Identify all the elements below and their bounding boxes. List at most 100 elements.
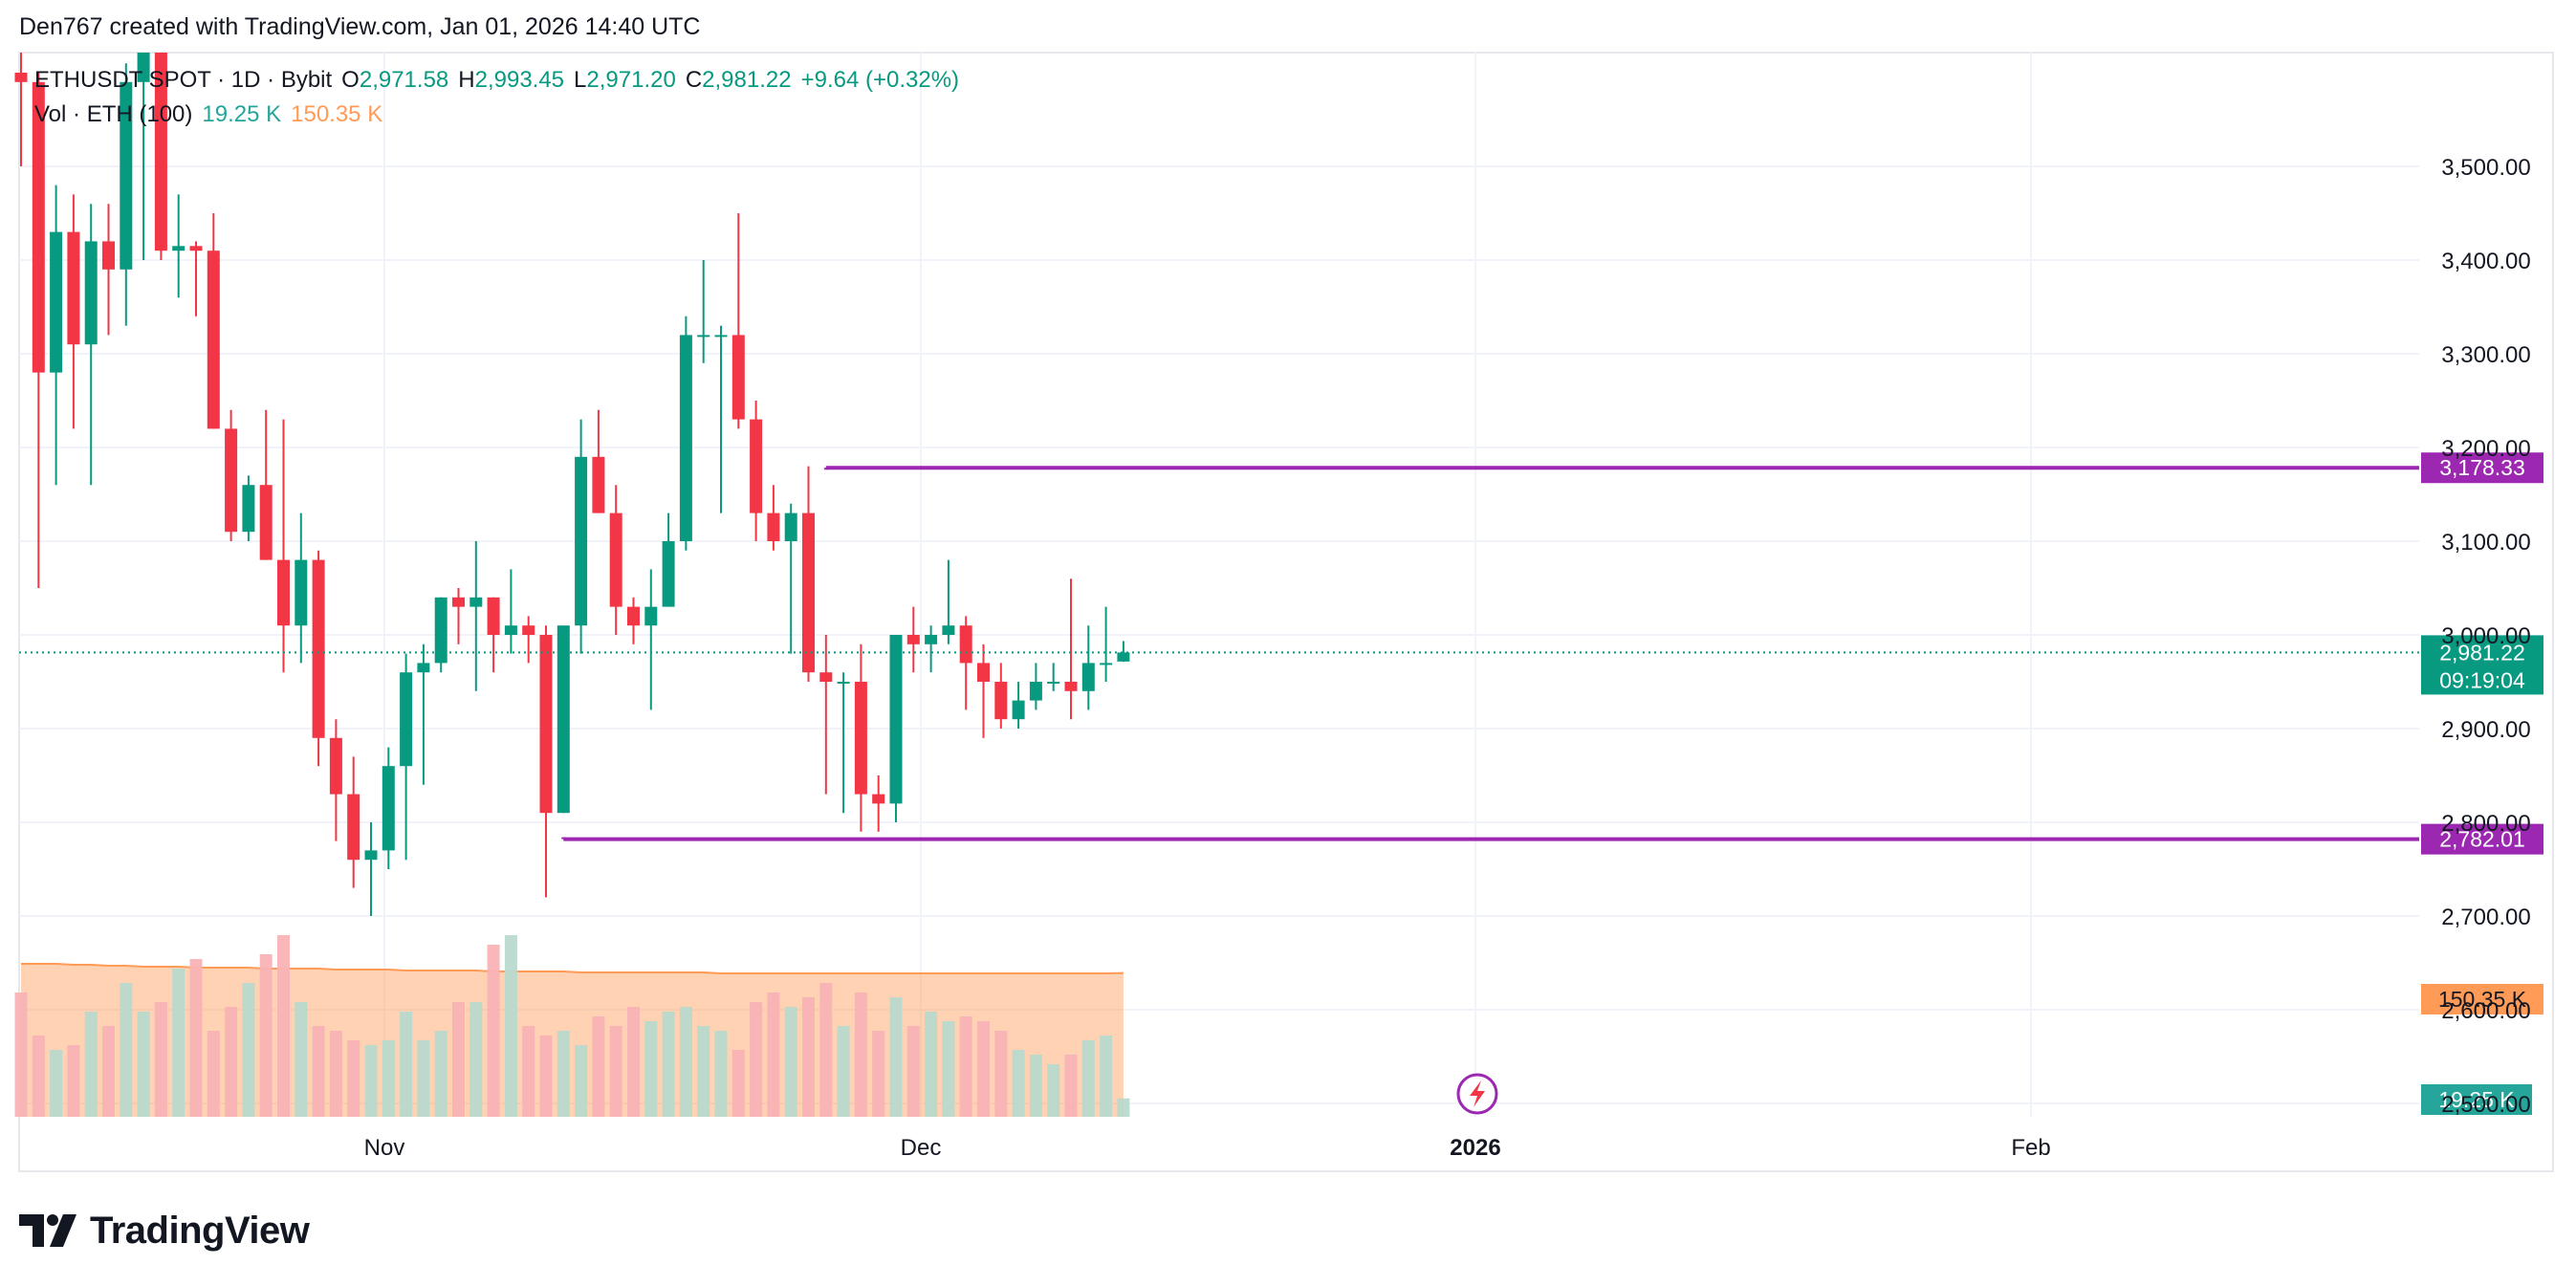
candle-body <box>662 541 675 607</box>
candle-body <box>767 513 780 541</box>
volume-bar <box>539 1036 553 1117</box>
candle-body <box>731 335 745 420</box>
legend-row-price: ETHUSDT SPOT · 1D · Bybit O2,971.58 H2,993… <box>34 67 969 94</box>
volume-bar <box>259 954 273 1117</box>
legend-c-label: C <box>685 67 703 93</box>
volume-bar <box>644 1021 658 1117</box>
legend-volume-value: 19.25 K <box>202 101 282 127</box>
volume-bar <box>750 1002 763 1117</box>
event-bolt <box>1470 1080 1485 1107</box>
candle-body <box>557 625 570 814</box>
volume-bar <box>1100 1036 1113 1117</box>
candle-body <box>575 456 588 626</box>
volume-bar <box>487 945 500 1117</box>
candle-body <box>750 419 763 513</box>
axis-layer: 2,500.00 2,600.00 2,700.00 2,800.00 2,900.00… <box>364 155 2531 1161</box>
volume-tag <box>2421 1084 2532 1115</box>
candle-body <box>84 241 98 345</box>
candle-body <box>889 635 903 804</box>
volume-bar <box>942 1021 955 1117</box>
volume-bar <box>382 1040 395 1117</box>
candle-body <box>189 246 203 251</box>
y-tick-label: 3,200.00 <box>2441 436 2530 462</box>
volume-bar <box>872 1031 885 1117</box>
volume-bar <box>1081 1040 1095 1117</box>
legend-volume-label[interactable]: Vol · ETH (100) <box>34 101 193 127</box>
last-price-label: 2,981.22 <box>2439 640 2525 665</box>
legend-o-label: O <box>341 67 360 93</box>
x-tick-label: Dec <box>901 1135 942 1161</box>
candle-body <box>452 597 465 607</box>
volume-ma-area <box>21 964 1124 1117</box>
y-tick-label: 2,600.00 <box>2441 998 2530 1024</box>
y-tick-label: 2,800.00 <box>2441 811 2530 837</box>
volume-bar <box>854 993 867 1117</box>
y-tick-label: 2,700.00 <box>2441 905 2530 930</box>
x-tick-label: Nov <box>364 1135 405 1161</box>
volume-bar <box>1012 1050 1025 1117</box>
candle-body <box>802 513 815 673</box>
level-price-tag <box>2421 452 2543 484</box>
candle-body <box>259 485 273 560</box>
grid <box>19 53 2419 1117</box>
volume-bar <box>400 1012 413 1117</box>
volume-bar <box>347 1040 360 1117</box>
candle-body <box>1081 663 1095 691</box>
candle-body <box>539 635 553 814</box>
footer-logo[interactable]: TradingView <box>19 1207 310 1254</box>
volume-bar <box>50 1050 63 1117</box>
y-tick-label: 3,100.00 <box>2441 530 2530 556</box>
candle-body <box>242 485 255 533</box>
legend-o-value: 2,971.58 <box>359 67 449 93</box>
legend-l-label: L <box>574 67 587 93</box>
candle-body <box>906 635 920 644</box>
candle-body <box>784 513 797 541</box>
countdown-label: 09:19:04 <box>2439 667 2525 692</box>
volume-bar <box>767 993 780 1117</box>
candle-body <box>714 335 728 338</box>
volume-bar <box>906 1026 920 1117</box>
volume-bar <box>504 935 517 1117</box>
x-tick-label: 2026 <box>1450 1135 1500 1161</box>
candle-body <box>504 625 517 635</box>
candle-body <box>137 53 150 82</box>
volume-bar <box>120 983 133 1117</box>
level-price-label: 3,178.33 <box>2439 455 2525 480</box>
legend-volume-ma-value: 150.35 K <box>291 101 383 127</box>
candle-body <box>225 428 238 533</box>
level-price-tag <box>2421 823 2543 855</box>
candle-body <box>417 663 430 673</box>
volume-bar <box>731 1050 745 1117</box>
candle-body <box>487 597 500 635</box>
candle-body <box>644 606 658 626</box>
volume-bar <box>592 1016 605 1117</box>
volume-bar <box>837 1026 850 1117</box>
volume-bar <box>137 1012 150 1117</box>
candle-body <box>382 766 395 851</box>
volume-bar <box>557 1031 570 1117</box>
candle-body <box>1029 682 1042 701</box>
candle-body <box>854 682 867 795</box>
candle-body <box>295 559 308 626</box>
candle-body <box>925 635 938 644</box>
volume-bar <box>662 1012 675 1117</box>
candle-body <box>1047 682 1060 684</box>
candle-body <box>434 597 448 664</box>
volume-bar <box>1029 1055 1042 1117</box>
legend-row-volume: Vol · ETH (100) 19.25 K 150.35 K <box>34 101 392 128</box>
legend-symbol[interactable]: ETHUSDT SPOT · 1D · Bybit <box>34 67 333 93</box>
volume-bar <box>225 1007 238 1117</box>
volume-bar <box>452 1002 465 1117</box>
candle-body <box>819 672 833 682</box>
legend-change: +9.64 (+0.32%) <box>800 67 960 93</box>
candle-body <box>347 794 360 861</box>
candle-body <box>679 335 692 541</box>
volume-bar <box>84 1012 98 1117</box>
candle-body <box>120 81 133 270</box>
candle-body <box>1100 663 1113 665</box>
candle-body <box>872 794 885 804</box>
y-tick-label: 3,500.00 <box>2441 155 2530 181</box>
volume-layer <box>14 935 1130 1117</box>
candle-body <box>400 672 413 767</box>
